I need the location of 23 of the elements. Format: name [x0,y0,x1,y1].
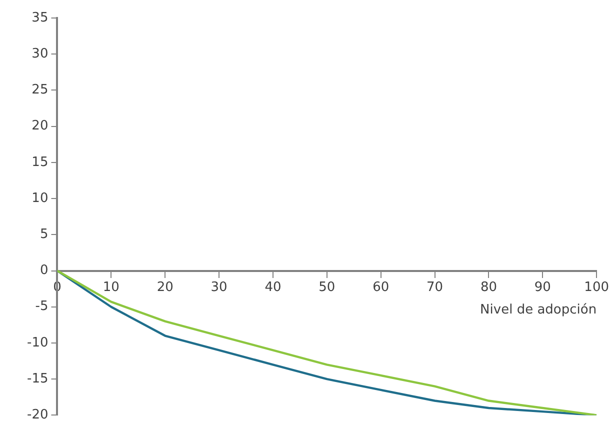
x-tick-label: 30 [210,280,228,295]
y-tick-label: -15 [27,371,48,386]
y-tick-label: 30 [32,46,48,62]
x-tick-label: 20 [156,280,174,295]
x-tick-label: 90 [534,280,551,295]
y-tick-label: 35 [32,10,48,26]
y-tick-label: -10 [27,335,48,350]
y-tick-label: -20 [27,408,48,423]
x-tick-label: 40 [264,280,282,295]
x-tick-label: 70 [426,280,444,295]
y-tick-label: 0 [40,263,48,278]
y-tick-label: 15 [32,154,48,170]
x-tick-label: 60 [372,280,390,295]
y-tick-label: 5 [40,227,48,242]
x-tick-label: 10 [102,280,120,295]
x-tick-label: 50 [318,280,336,295]
x-tick-label: 80 [480,280,497,295]
y-tick-label: 20 [32,118,48,134]
x-axis-title: Nivel de adopción [480,302,597,318]
y-tick-label: -5 [35,299,48,314]
y-tick-label: 10 [32,190,48,206]
y-tick-label: 25 [32,82,48,98]
x-tick-label: 100 [584,280,610,295]
